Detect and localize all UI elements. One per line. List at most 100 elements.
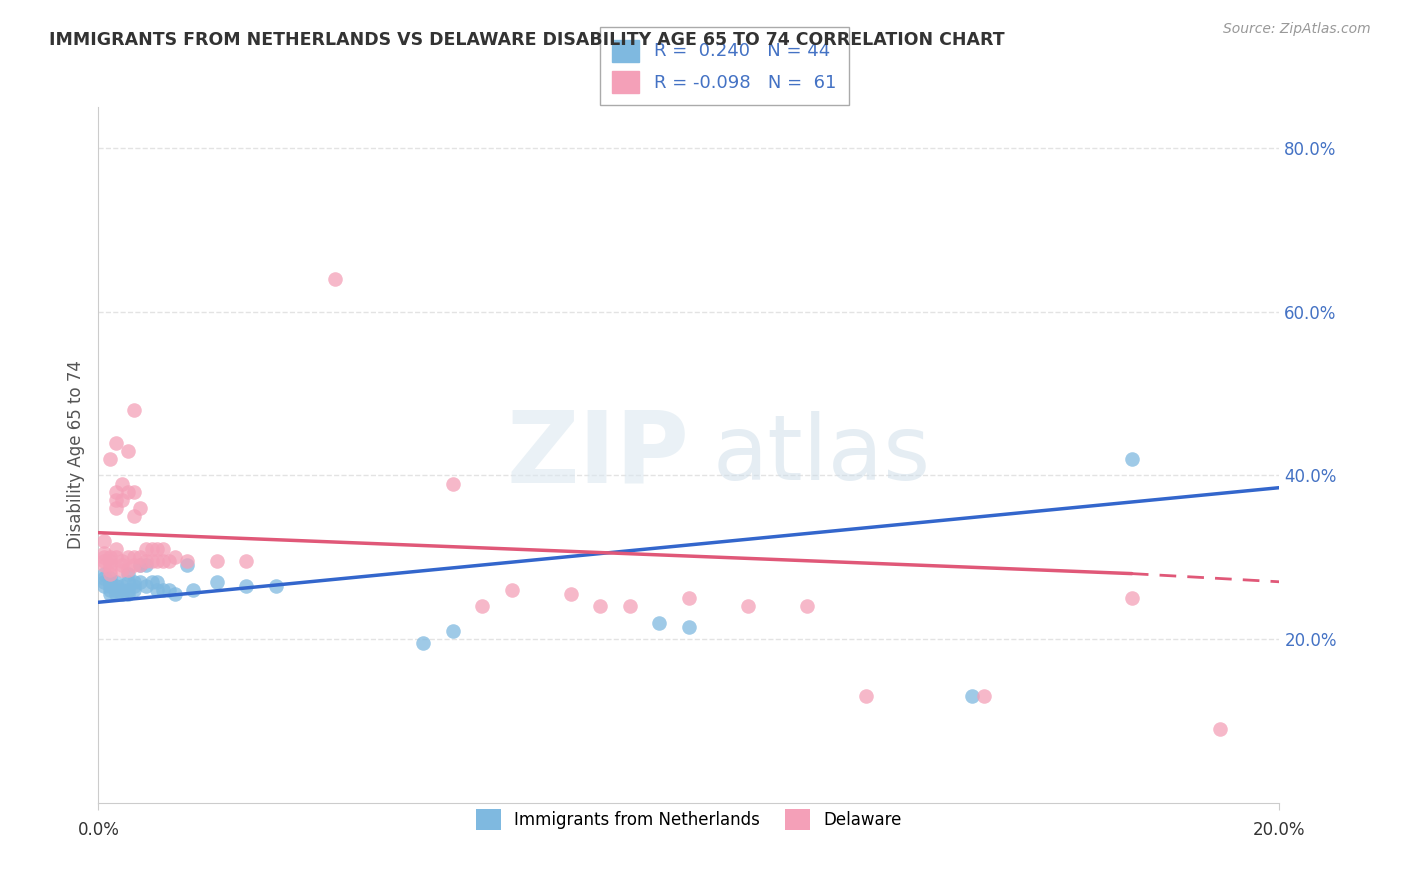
Legend: Immigrants from Netherlands, Delaware: Immigrants from Netherlands, Delaware [470, 803, 908, 836]
Point [962, 690, 984, 704]
Point [122, 484, 145, 499]
Point [678, 591, 700, 606]
Point [93, 574, 115, 589]
Point [98, 558, 121, 573]
Point [105, 574, 128, 589]
Point [98, 562, 121, 576]
Point [122, 558, 145, 573]
Text: ZIP: ZIP [506, 407, 689, 503]
Point [128, 558, 150, 573]
Point [111, 554, 134, 568]
Point [619, 599, 641, 614]
Point [176, 554, 198, 568]
Point [122, 509, 145, 524]
Point [152, 542, 174, 557]
Y-axis label: Disability Age 65 to 74: Disability Age 65 to 74 [66, 360, 84, 549]
Point [98, 574, 121, 589]
Point [128, 501, 150, 516]
Point [111, 562, 134, 576]
Point [205, 574, 228, 589]
Point [264, 579, 287, 593]
Point [117, 484, 139, 499]
Point [181, 582, 204, 597]
Point [412, 636, 434, 650]
Point [152, 582, 174, 597]
Point [117, 566, 139, 581]
Point [93, 533, 115, 548]
Point [122, 574, 145, 589]
Point [98, 554, 121, 568]
Point [176, 558, 198, 573]
Point [141, 542, 163, 557]
Point [117, 587, 139, 601]
Point [93, 550, 115, 565]
Point [441, 476, 464, 491]
Point [105, 501, 128, 516]
Point [146, 582, 169, 597]
Point [105, 587, 128, 601]
Point [98, 566, 121, 581]
Point [165, 550, 187, 565]
Point [648, 615, 671, 630]
Point [157, 582, 180, 597]
Point [323, 272, 346, 286]
Point [98, 550, 121, 565]
Point [737, 599, 759, 614]
Point [122, 403, 145, 417]
Point [128, 558, 150, 573]
Point [105, 435, 128, 450]
Point [855, 690, 877, 704]
Point [135, 542, 157, 557]
Point [111, 579, 134, 593]
Point [135, 558, 157, 573]
Point [105, 484, 128, 499]
Point [117, 582, 139, 597]
Point [1121, 591, 1143, 606]
Point [152, 554, 174, 568]
Point [128, 574, 150, 589]
Point [117, 562, 139, 576]
Point [105, 492, 128, 507]
Point [98, 452, 121, 467]
Point [973, 690, 995, 704]
Point [141, 554, 163, 568]
Point [111, 582, 134, 597]
Point [1209, 722, 1232, 736]
Point [98, 571, 121, 585]
Point [141, 574, 163, 589]
Point [111, 476, 134, 491]
Point [441, 624, 464, 638]
Text: Source: ZipAtlas.com: Source: ZipAtlas.com [1223, 22, 1371, 37]
Point [235, 579, 257, 593]
Point [146, 574, 169, 589]
Point [105, 582, 128, 597]
Point [98, 587, 121, 601]
Point [122, 579, 145, 593]
Point [560, 587, 582, 601]
Point [1121, 452, 1143, 467]
Point [501, 582, 523, 597]
Point [93, 558, 115, 573]
Point [93, 579, 115, 593]
Point [165, 587, 187, 601]
Point [135, 554, 157, 568]
Text: IMMIGRANTS FROM NETHERLANDS VS DELAWARE DISABILITY AGE 65 TO 74 CORRELATION CHAR: IMMIGRANTS FROM NETHERLANDS VS DELAWARE … [49, 31, 1005, 49]
Point [146, 542, 169, 557]
Point [157, 554, 180, 568]
Point [796, 599, 818, 614]
Point [146, 554, 169, 568]
Point [98, 579, 121, 593]
Point [105, 542, 128, 557]
Point [93, 571, 115, 585]
Text: atlas: atlas [713, 411, 931, 499]
Point [235, 554, 257, 568]
Point [589, 599, 612, 614]
Point [98, 582, 121, 597]
Point [678, 620, 700, 634]
Point [105, 579, 128, 593]
Point [117, 550, 139, 565]
Point [122, 582, 145, 597]
Point [111, 587, 134, 601]
Point [205, 554, 228, 568]
Point [93, 546, 115, 560]
